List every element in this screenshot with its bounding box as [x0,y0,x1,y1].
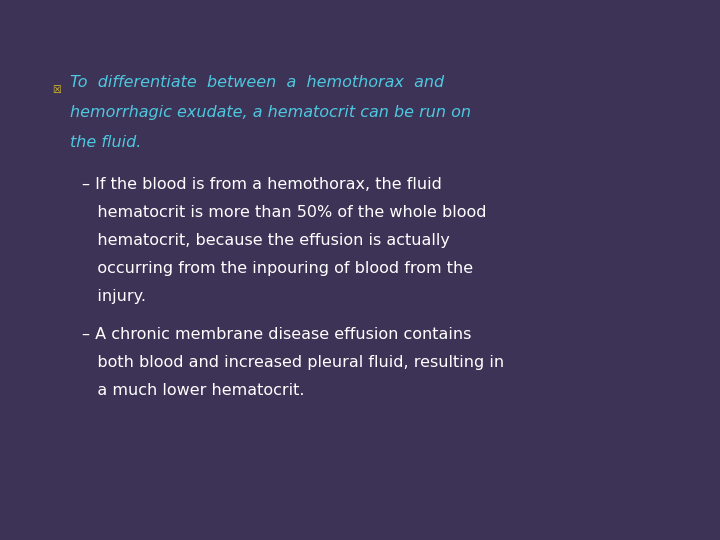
Text: hematocrit is more than 50% of the whole blood: hematocrit is more than 50% of the whole… [82,205,487,220]
Text: hemorrhagic exudate, a hematocrit can be run on: hemorrhagic exudate, a hematocrit can be… [70,105,471,120]
Text: occurring from the inpouring of blood from the: occurring from the inpouring of blood fr… [82,261,473,276]
Text: injury.: injury. [82,289,146,304]
Text: – A chronic membrane disease effusion contains: – A chronic membrane disease effusion co… [82,327,472,342]
Text: ☒: ☒ [52,85,60,95]
Text: a much lower hematocrit.: a much lower hematocrit. [82,383,305,398]
Text: To  differentiate  between  a  hemothorax  and: To differentiate between a hemothorax an… [70,75,444,90]
Text: – If the blood is from a hemothorax, the fluid: – If the blood is from a hemothorax, the… [82,177,442,192]
Text: both blood and increased pleural fluid, resulting in: both blood and increased pleural fluid, … [82,355,504,370]
Text: the fluid.: the fluid. [70,135,141,150]
Text: hematocrit, because the effusion is actually: hematocrit, because the effusion is actu… [82,233,450,248]
